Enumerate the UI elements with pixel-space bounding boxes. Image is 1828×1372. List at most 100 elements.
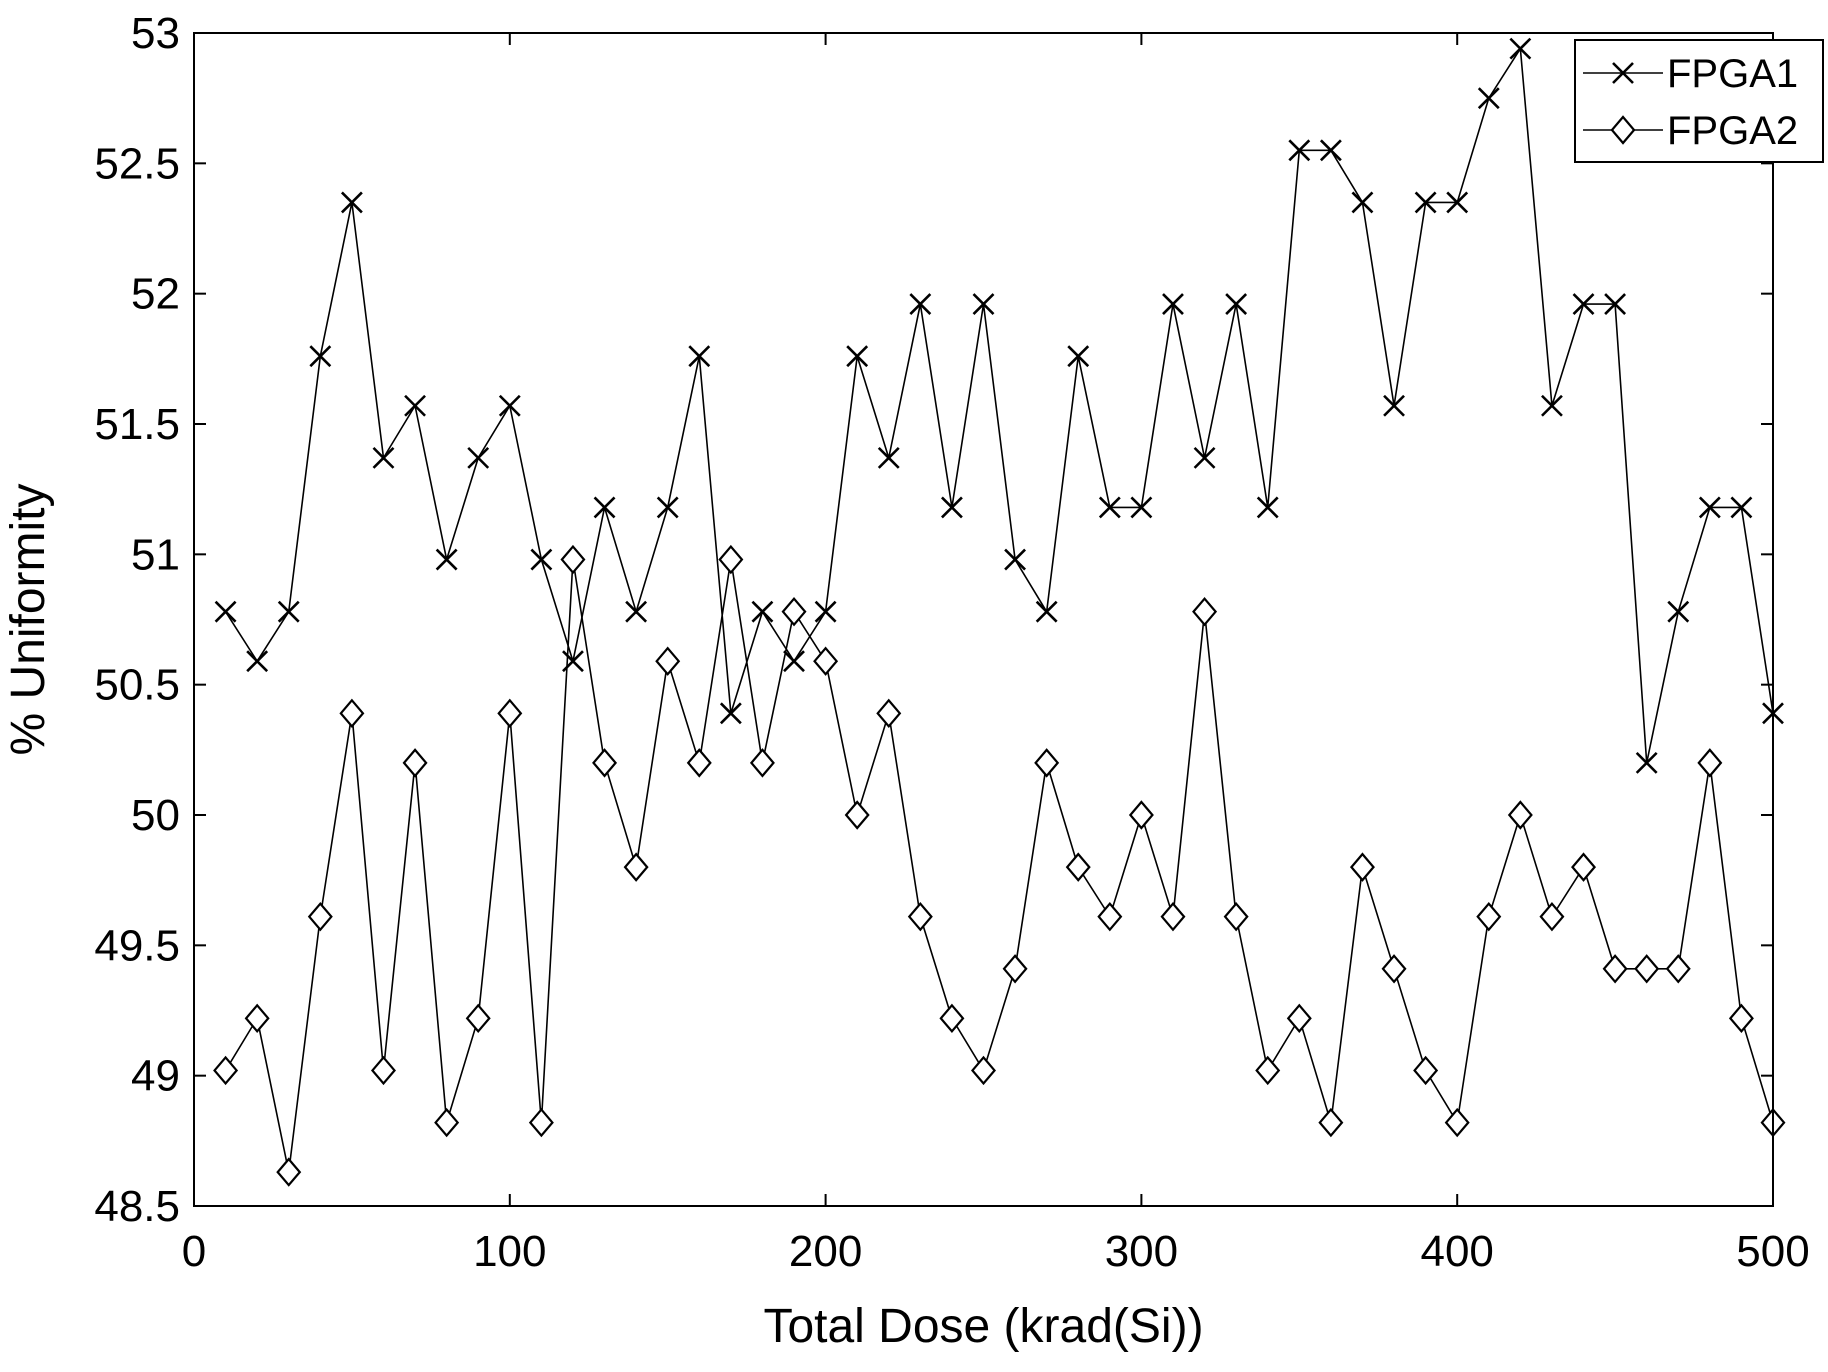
data-point-fpga2 (1634, 954, 1660, 984)
x-tick-label: 300 (1105, 1227, 1178, 1276)
y-tick-label: 53 (131, 9, 180, 58)
series-fpga2 (213, 544, 1786, 1187)
y-tick-label: 49 (131, 1052, 180, 1101)
data-point-fpga2 (1318, 1107, 1344, 1138)
data-point-fpga1 (1604, 293, 1627, 316)
y-tick-label: 50.5 (94, 661, 180, 710)
axis-ticks: 0 100 200 300 400 500 48.5 49 49.5 50 50.5 51 51.5 52… (94, 9, 1809, 1276)
data-point-fpga1 (846, 345, 869, 368)
legend-box (1574, 39, 1824, 163)
data-point-fpga2 (1602, 954, 1628, 984)
x-axis-label: Total Dose (krad(Si)) (763, 1300, 1203, 1353)
data-point-fpga2 (1002, 954, 1028, 984)
data-point-fpga2 (307, 901, 333, 932)
legend: FPGA1 FPGA2 (1574, 39, 1824, 163)
data-point-fpga2 (1413, 1055, 1439, 1086)
data-point-fpga2 (1255, 1055, 1281, 1086)
data-point-fpga1 (1509, 37, 1532, 60)
data-point-fpga2 (497, 698, 523, 729)
legend-marker-fpga1 (1612, 62, 1634, 84)
y-tick-label: 48.5 (94, 1182, 180, 1231)
data-point-fpga2 (844, 800, 870, 830)
data-point-fpga1 (1256, 496, 1279, 519)
data-point-fpga2 (1286, 1003, 1312, 1034)
data-point-fpga2 (1349, 852, 1375, 882)
data-point-fpga2 (655, 646, 681, 676)
data-point-fpga1 (783, 650, 805, 673)
data-point-fpga1 (1067, 345, 1090, 368)
data-point-fpga1 (593, 496, 616, 519)
data-point-fpga2 (907, 901, 933, 932)
data-point-fpga2 (1728, 1003, 1754, 1034)
series-fpga1 (214, 37, 1784, 774)
data-point-fpga1 (814, 600, 837, 623)
data-point-fpga2 (1034, 748, 1060, 778)
data-point-fpga1 (246, 650, 269, 673)
data-point-fpga1 (340, 191, 363, 214)
data-point-fpga2 (1381, 954, 1407, 984)
data-point-fpga2 (813, 646, 839, 676)
x-tick-label: 500 (1736, 1227, 1809, 1276)
data-point-fpga1 (562, 650, 584, 673)
data-point-fpga1 (372, 446, 395, 469)
x-tick-label: 0 (182, 1227, 206, 1276)
data-point-fpga1 (877, 446, 900, 469)
data-point-fpga1 (404, 394, 426, 417)
data-point-fpga1 (972, 293, 995, 316)
series-line-fpga1 (224, 46, 1774, 764)
data-point-fpga2 (876, 698, 902, 729)
data-point-fpga2 (592, 748, 618, 778)
data-point-fpga1 (214, 600, 237, 623)
x-tick-label: 200 (789, 1227, 862, 1276)
data-point-fpga1 (530, 548, 553, 571)
data-point-fpga2 (749, 748, 775, 778)
data-point-fpga1 (498, 394, 521, 417)
data-point-fpga2 (1476, 901, 1502, 932)
data-point-fpga1 (277, 600, 300, 623)
data-point-fpga2 (213, 1055, 239, 1086)
data-point-fpga2 (339, 698, 365, 729)
data-point-fpga2 (276, 1157, 302, 1187)
data-point-fpga1 (1130, 496, 1153, 519)
data-point-fpga1 (1446, 191, 1469, 214)
data-point-fpga2 (560, 544, 586, 575)
data-point-fpga2 (1065, 852, 1091, 882)
data-point-fpga2 (1223, 901, 1249, 932)
data-point-fpga1 (1730, 496, 1753, 519)
data-point-fpga1 (1004, 548, 1026, 571)
legend-label-fpga1: FPGA1 (1667, 52, 1798, 96)
data-point-fpga2 (370, 1055, 396, 1086)
y-axis-label: % Uniformity (2, 483, 55, 755)
data-point-fpga1 (1319, 139, 1342, 162)
y-tick-label: 49.5 (94, 921, 180, 970)
data-point-fpga2 (528, 1107, 554, 1138)
data-point-fpga1 (719, 702, 742, 725)
data-point-fpga1 (625, 600, 648, 623)
legend-label-fpga2: FPGA2 (1667, 109, 1798, 153)
data-point-fpga1 (1288, 139, 1311, 162)
data-point-fpga2 (781, 596, 807, 627)
legend-item-fpga2: FPGA2 (1583, 109, 1798, 153)
data-point-fpga2 (465, 1003, 491, 1034)
data-point-fpga1 (309, 345, 332, 368)
data-point-fpga1 (1162, 293, 1184, 316)
data-point-fpga2 (402, 748, 428, 778)
data-point-fpga2 (1665, 954, 1691, 984)
data-point-fpga2 (1571, 852, 1597, 882)
data-point-fpga1 (467, 446, 490, 469)
data-point-fpga1 (751, 600, 774, 623)
data-point-fpga2 (1160, 901, 1186, 932)
data-point-fpga1 (1225, 293, 1248, 316)
data-point-fpga1 (941, 496, 963, 519)
data-point-fpga2 (1697, 748, 1723, 778)
data-point-fpga1 (688, 345, 711, 368)
data-point-fpga2 (1097, 901, 1123, 932)
data-point-fpga2 (1507, 800, 1533, 830)
y-tick-label: 50 (131, 791, 180, 840)
data-point-fpga1 (1351, 191, 1374, 214)
y-tick-label: 52.5 (94, 139, 180, 188)
data-point-fpga2 (1444, 1107, 1470, 1138)
data-point-fpga1 (1098, 496, 1121, 519)
data-point-fpga2 (244, 1003, 270, 1034)
